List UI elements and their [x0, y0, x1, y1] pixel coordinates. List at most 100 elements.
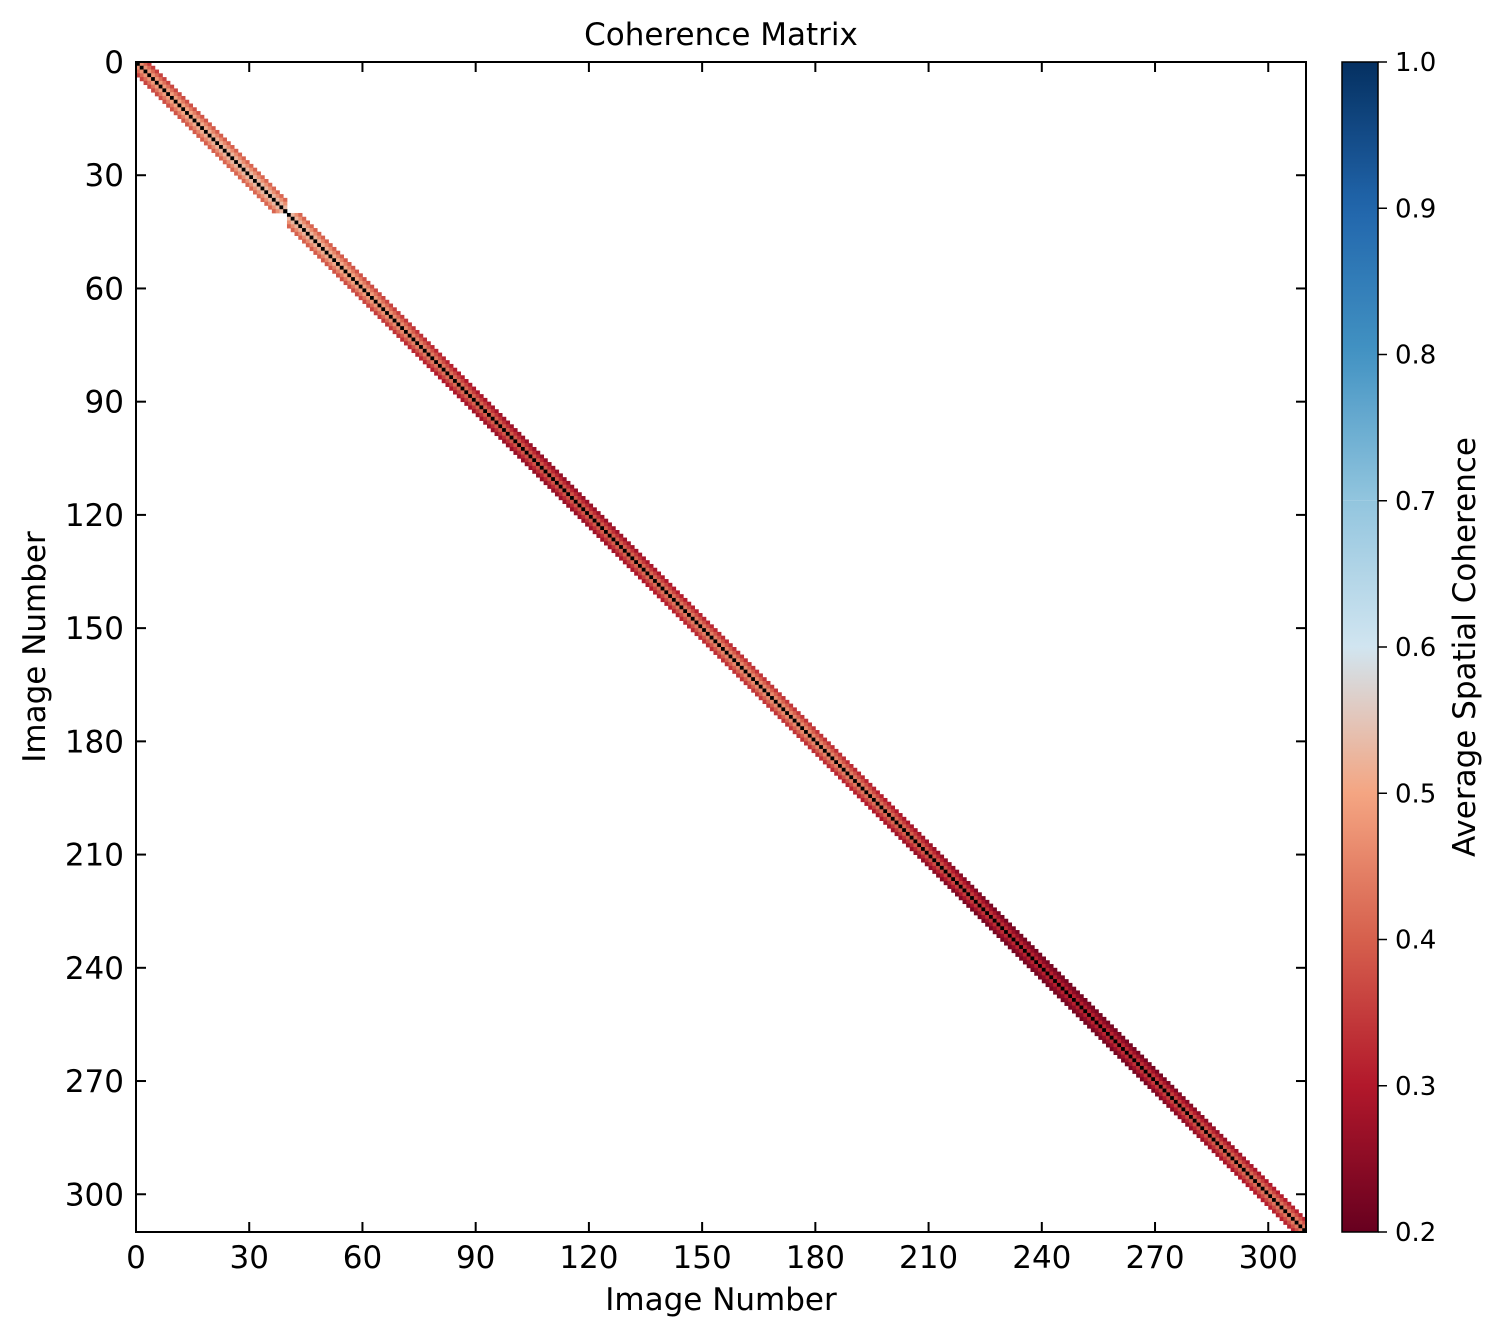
heatmap-cell [177, 92, 182, 97]
heatmap-cell [992, 926, 997, 931]
heatmap-cell [1222, 1137, 1228, 1142]
heatmap-cell [834, 756, 839, 761]
heatmap-cell [475, 413, 480, 418]
diagonal-cell [619, 545, 624, 550]
heatmap-cell [487, 409, 492, 414]
diagonal-cell [1256, 1182, 1262, 1188]
heatmap-cell [781, 696, 786, 701]
diagonal-cell [468, 394, 473, 399]
heatmap-cell [792, 711, 797, 716]
heatmap-cell [687, 605, 692, 610]
diagonal-cell [905, 831, 911, 837]
heatmap-cell [834, 771, 839, 776]
heatmap-cell [1128, 1062, 1133, 1067]
diagonal-cell [762, 688, 767, 693]
heatmap-cell [1094, 1024, 1099, 1029]
heatmap-cell [1238, 1160, 1243, 1165]
heatmap-cell [498, 416, 503, 421]
heatmap-cell [932, 850, 937, 855]
heatmap-cell [1177, 1096, 1182, 1101]
heatmap-cell [286, 224, 292, 229]
diagonal-cell [317, 243, 322, 248]
heatmap-cell [400, 329, 405, 335]
heatmap-cell [1200, 1133, 1205, 1139]
heatmap-cell [615, 537, 620, 542]
heatmap-cell [1022, 941, 1028, 946]
heatmap-cell [592, 522, 597, 527]
heatmap-cell [502, 424, 507, 429]
heatmap-cell [985, 922, 990, 927]
heatmap-cell [1105, 1020, 1111, 1025]
heatmap-cell [1053, 986, 1058, 991]
heatmap-cell [1022, 945, 1028, 950]
heatmap-cell [392, 326, 397, 331]
heatmap-cell [1215, 1152, 1220, 1157]
heatmap-cell [324, 254, 329, 259]
heatmap-cell [811, 726, 816, 731]
heatmap-cell [1147, 1084, 1152, 1089]
diagonal-cell [747, 673, 752, 678]
heatmap-cell [709, 643, 714, 648]
heatmap-cell [917, 850, 922, 855]
heatmap-cell [415, 345, 420, 350]
heatmap-cell [860, 782, 865, 788]
heatmap-cell [973, 888, 979, 893]
heatmap-cell [849, 782, 854, 788]
diagonal-cell [260, 186, 265, 191]
heatmap-cell [607, 545, 612, 550]
heatmap-cell [385, 318, 390, 323]
heatmap-cell [619, 541, 624, 546]
heatmap-cell [200, 133, 205, 138]
diagonal-cell [732, 658, 737, 663]
diagonal-cell [1098, 1024, 1103, 1029]
heatmap-cell [1049, 971, 1054, 976]
heatmap-cell [1268, 1198, 1273, 1203]
heatmap-cell [1041, 979, 1046, 984]
heatmap-cell [400, 318, 405, 323]
heatmap-cell [1290, 1224, 1296, 1229]
heatmap-cell [471, 401, 477, 406]
heatmap-cell [1256, 1171, 1262, 1176]
heatmap-cell [566, 484, 571, 489]
heatmap-cell [826, 748, 831, 754]
heatmap-cell [1189, 1122, 1194, 1127]
heatmap-cell [1222, 1160, 1228, 1165]
heatmap-cell [437, 371, 443, 376]
heatmap-cell [528, 450, 533, 455]
heatmap-cell [196, 118, 201, 123]
heatmap-cell [166, 84, 171, 89]
heatmap-cell [1287, 1209, 1292, 1214]
heatmap-cell [871, 790, 877, 795]
heatmap-cell [988, 911, 994, 916]
heatmap-cell [547, 462, 552, 467]
heatmap-cell [845, 782, 850, 788]
heatmap-cell [939, 862, 945, 867]
heatmap-cell [562, 477, 567, 482]
heatmap-cell [1132, 1062, 1137, 1067]
heatmap-cell [441, 356, 446, 361]
heatmap-cell [1151, 1069, 1156, 1074]
heatmap-cell [607, 526, 612, 531]
heatmap-cell [336, 265, 341, 270]
heatmap-cell [520, 450, 526, 455]
heatmap-cell [626, 548, 631, 554]
heatmap-cell [1151, 1088, 1156, 1093]
heatmap-cell [328, 258, 333, 263]
heatmap-cell [551, 484, 556, 489]
heatmap-cell [1105, 1043, 1111, 1048]
heatmap-cell [513, 428, 518, 433]
heatmap-cell [494, 416, 499, 421]
heatmap-cell [483, 405, 488, 410]
heatmap-cell [596, 526, 601, 531]
diagonal-cell [388, 314, 394, 320]
diagonal-cell [547, 473, 552, 478]
diagonal-cell [1113, 1039, 1118, 1044]
x-tick-label: 300 [1239, 1240, 1298, 1276]
heatmap-cell [290, 228, 295, 233]
heatmap-cell [830, 760, 835, 765]
heatmap-cell [1253, 1190, 1258, 1195]
heatmap-cell [781, 703, 786, 708]
heatmap-cell [649, 567, 654, 572]
heatmap-cell [139, 62, 144, 67]
heatmap-cell [1139, 1073, 1145, 1078]
